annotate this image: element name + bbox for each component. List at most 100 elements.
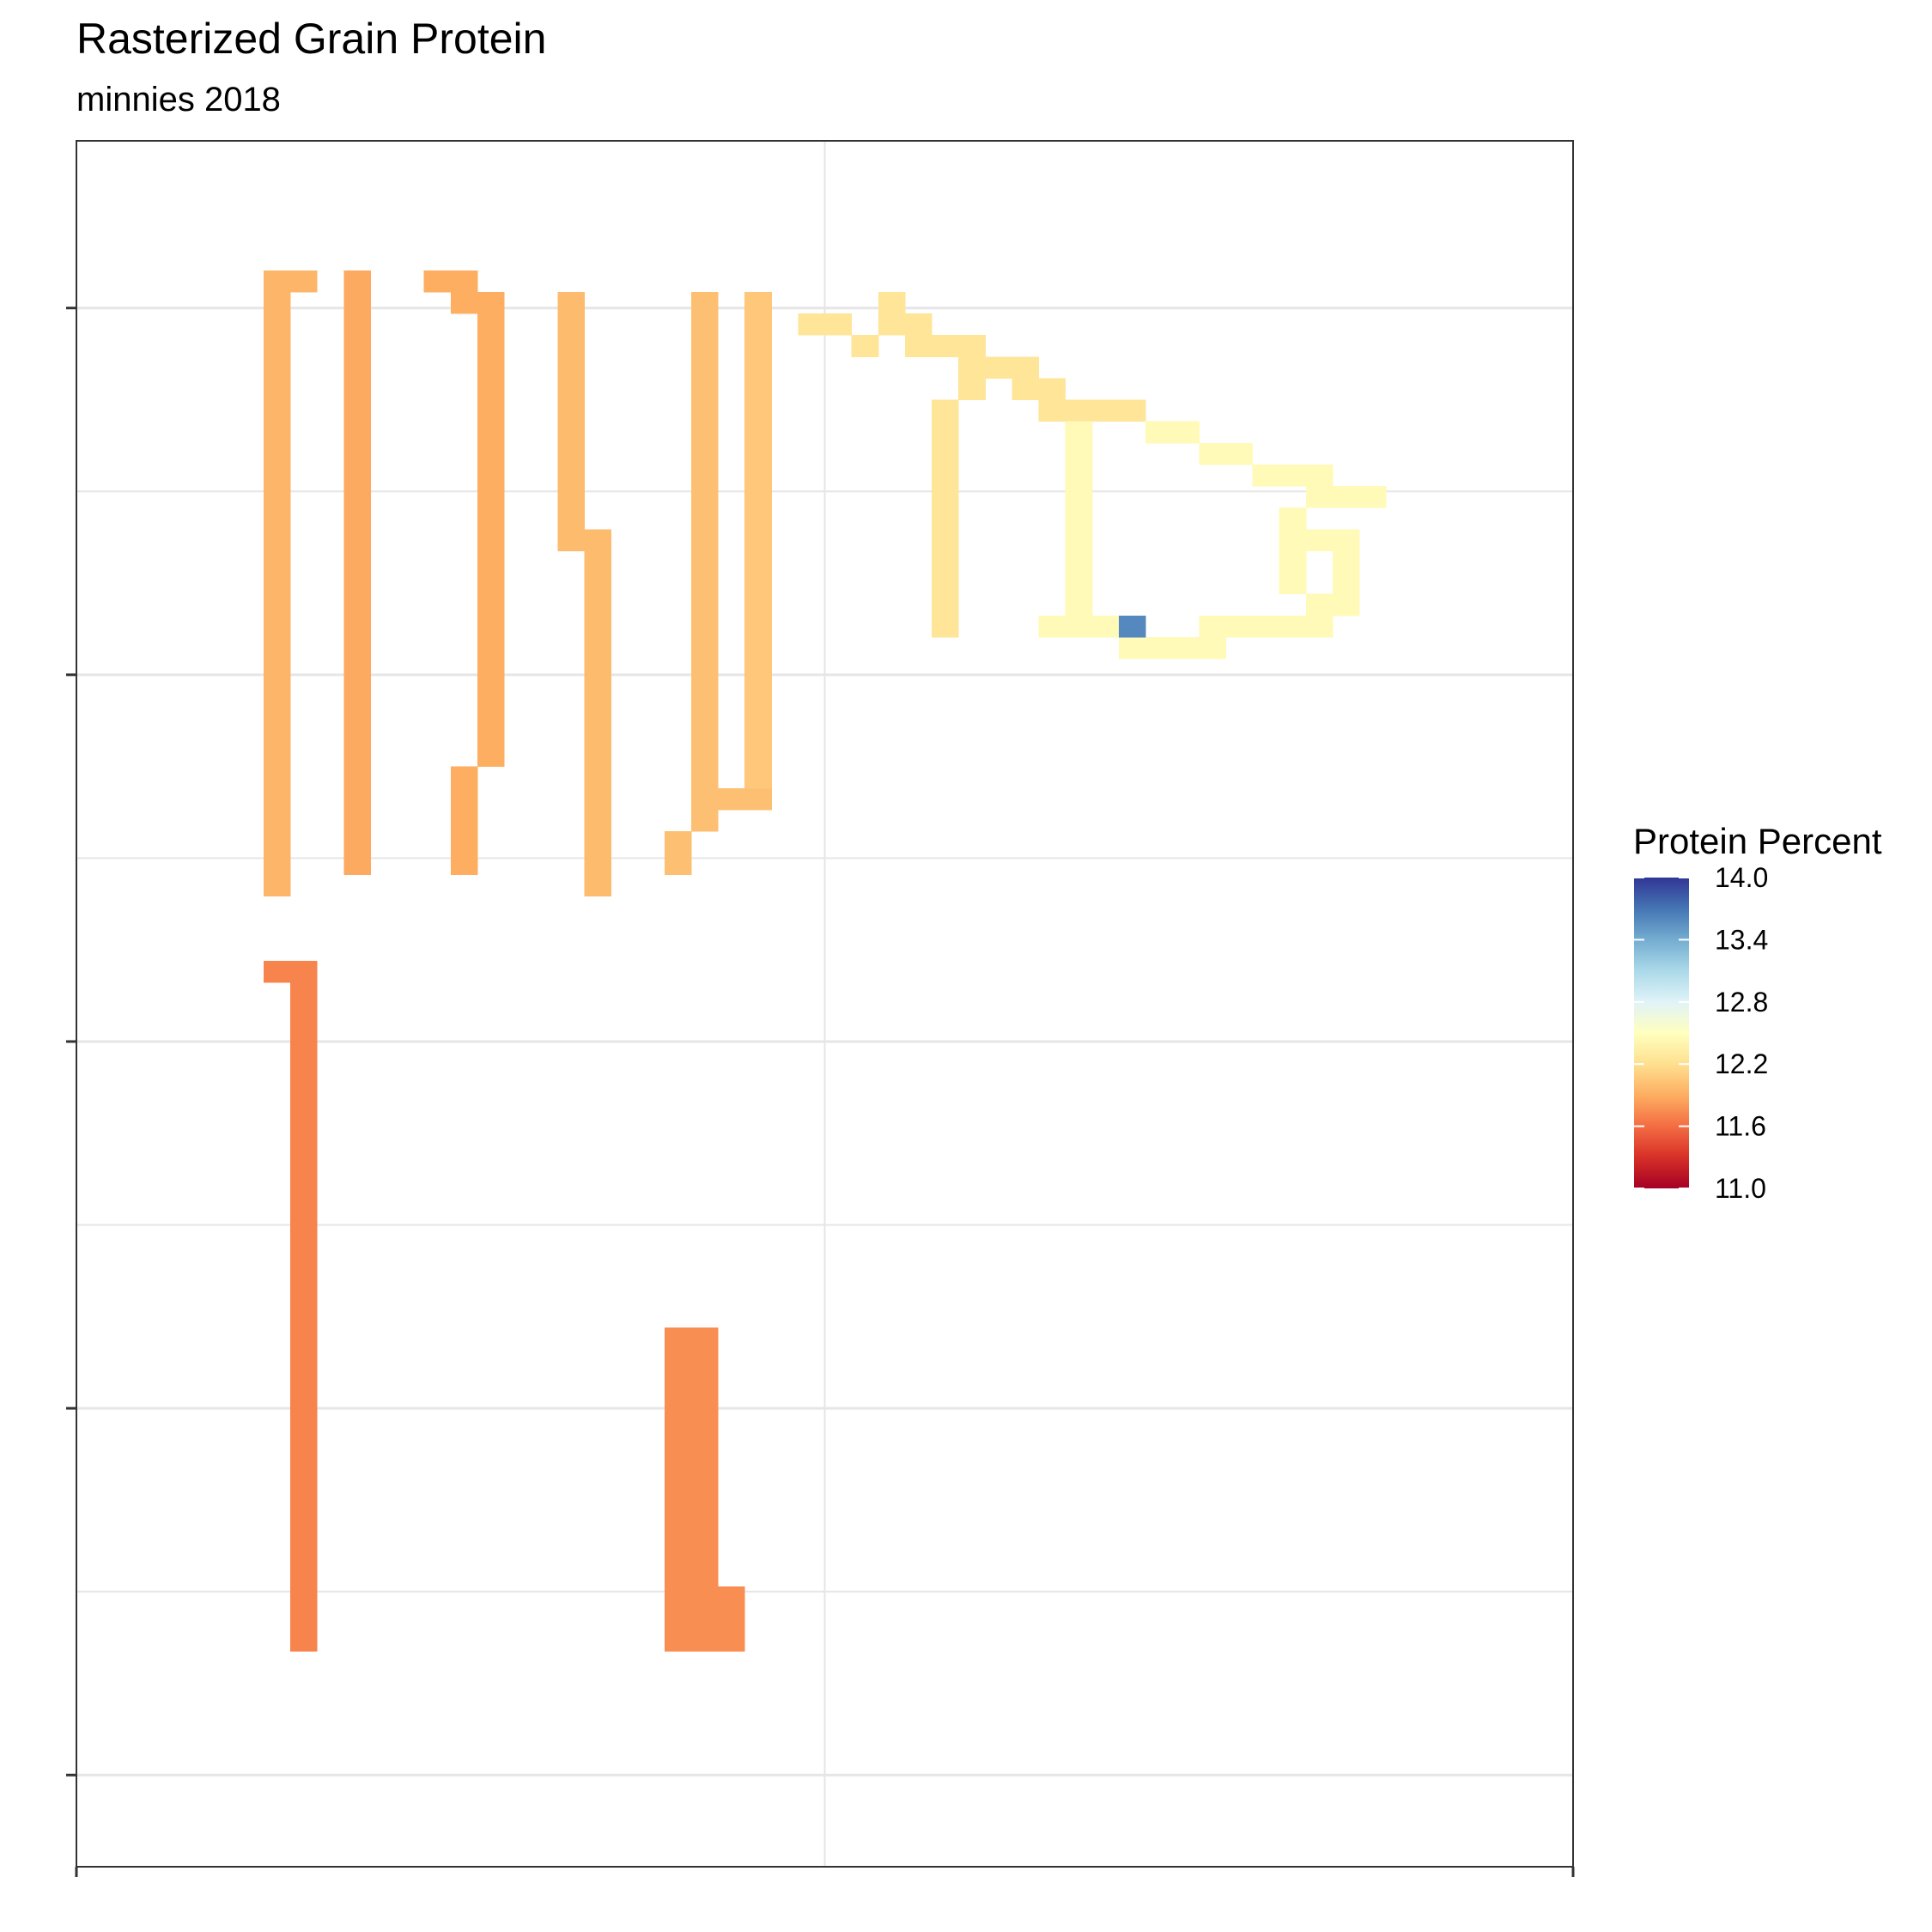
raster-cell xyxy=(477,421,505,444)
raster-cell xyxy=(664,1586,692,1609)
raster-cell xyxy=(664,1435,692,1458)
raster-cell xyxy=(690,421,719,444)
raster-cell xyxy=(290,1025,318,1048)
raster-cell xyxy=(263,335,291,357)
raster-cell xyxy=(1332,486,1360,508)
raster-cell xyxy=(664,1478,692,1501)
legend-tick-label: 12.8 xyxy=(1715,987,1768,1018)
raster-cell xyxy=(263,593,291,617)
raster-cell xyxy=(690,464,719,487)
raster-cell xyxy=(744,464,772,487)
raster-cell xyxy=(690,1413,719,1437)
raster-cell xyxy=(744,702,772,724)
raster-cell xyxy=(744,550,772,574)
raster-cell xyxy=(343,809,371,832)
raster-cell xyxy=(290,1543,318,1565)
raster-cell xyxy=(1305,593,1334,617)
raster-cell xyxy=(290,1564,318,1587)
raster-cell xyxy=(263,809,291,832)
raster-cell xyxy=(1065,529,1093,551)
raster-cell xyxy=(263,378,291,401)
raster-cell xyxy=(584,680,612,702)
raster-cell xyxy=(1225,442,1254,465)
raster-cell xyxy=(263,615,291,638)
raster-cell xyxy=(477,723,505,746)
raster-cell xyxy=(450,831,478,854)
raster-cell xyxy=(477,636,505,659)
raster-cell xyxy=(690,659,719,681)
raster-cell xyxy=(932,464,959,487)
raster-cell xyxy=(690,1629,719,1652)
raster-cell xyxy=(263,270,291,293)
raster-cell xyxy=(290,1435,318,1458)
raster-cell xyxy=(477,507,505,530)
raster-cell xyxy=(584,659,612,681)
raster-cell xyxy=(932,615,959,638)
raster-cell xyxy=(1065,486,1093,508)
raster-cell xyxy=(450,766,478,789)
raster-cell xyxy=(744,486,772,508)
raster-cell xyxy=(290,1176,318,1199)
raster-cell xyxy=(290,1607,318,1631)
raster-cell xyxy=(263,421,291,444)
raster-cell xyxy=(263,831,291,854)
raster-cell xyxy=(744,529,772,551)
raster-cell xyxy=(343,313,371,336)
raster-cell xyxy=(664,1392,692,1414)
raster-cell xyxy=(263,572,291,595)
raster-cell xyxy=(477,615,505,638)
legend-tick-label: 14.0 xyxy=(1715,862,1768,893)
raster-cell xyxy=(744,766,772,789)
raster-cell xyxy=(343,550,371,574)
raster-cell xyxy=(1091,399,1120,422)
raster-cell xyxy=(557,486,585,508)
raster-cell xyxy=(1332,572,1360,595)
raster-cell xyxy=(290,1478,318,1501)
raster-cell xyxy=(584,550,612,574)
raster-cell xyxy=(958,356,986,379)
raster-cell xyxy=(690,486,719,508)
raster-cell xyxy=(290,981,318,1005)
raster-cell xyxy=(664,1349,692,1371)
raster-cell xyxy=(690,1349,719,1371)
raster-cell xyxy=(1145,421,1173,444)
raster-cell xyxy=(584,874,612,896)
raster-cell xyxy=(690,399,719,422)
raster-cell xyxy=(664,1607,692,1631)
raster-cell xyxy=(690,1586,719,1609)
legend-tick-label: 11.0 xyxy=(1715,1173,1766,1204)
raster-cell xyxy=(690,291,719,314)
raster-cell xyxy=(343,680,371,702)
raster-cell xyxy=(557,464,585,487)
raster-cells xyxy=(263,270,1387,1652)
raster-cell xyxy=(690,550,719,574)
raster-cell xyxy=(343,831,371,854)
raster-cell xyxy=(450,809,478,832)
raster-cell xyxy=(932,399,959,422)
raster-cell xyxy=(263,291,291,314)
raster-cell xyxy=(263,680,291,702)
raster-cell xyxy=(932,529,959,551)
raster-cell xyxy=(690,702,719,724)
raster-cell xyxy=(343,744,371,768)
raster-cell xyxy=(343,507,371,530)
legend-colorbar xyxy=(1634,878,1689,1188)
raster-cell xyxy=(343,486,371,508)
raster-cell xyxy=(690,1607,719,1631)
raster-cell xyxy=(1038,378,1066,401)
raster-cell xyxy=(290,1241,318,1264)
raster-cell xyxy=(1279,529,1307,551)
raster-cell xyxy=(664,831,692,854)
raster-cell xyxy=(557,507,585,530)
raster-cell xyxy=(477,744,505,768)
raster-cell xyxy=(343,636,371,659)
raster-cell xyxy=(690,1327,719,1350)
raster-cell xyxy=(290,1586,318,1609)
raster-cell xyxy=(584,636,612,659)
raster-cell xyxy=(664,1543,692,1565)
raster-cell xyxy=(450,787,478,811)
raster-cell xyxy=(1252,615,1280,638)
raster-cell xyxy=(1038,615,1066,638)
raster-cell xyxy=(263,442,291,465)
axis-ticks xyxy=(66,307,1575,1877)
